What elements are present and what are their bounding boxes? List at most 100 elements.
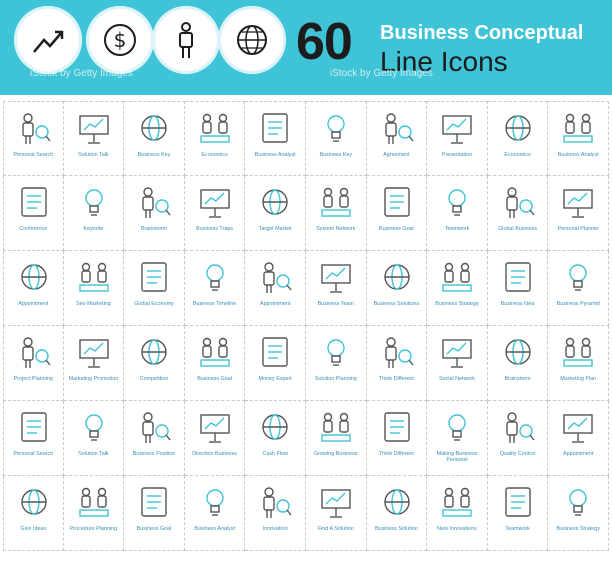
- icon-label: Business Team: [317, 301, 355, 307]
- icon-cell: Target Market: [245, 176, 306, 251]
- icon-cell: Business Pyramid: [548, 251, 609, 326]
- meeting-board-icon: [84, 414, 103, 441]
- icon-cell: Direction Business: [184, 401, 246, 476]
- icon-cell: Brainstorm: [124, 176, 185, 251]
- checklist-icon: [506, 412, 535, 443]
- icon-label: Brainstorm: [140, 226, 168, 232]
- icon-label: Solution Talk: [78, 152, 109, 158]
- id-card-icon: [563, 189, 594, 218]
- icon-cell: Conference: [3, 176, 64, 251]
- icon-label: Business Pyramid: [556, 301, 600, 307]
- title-line-1: Business Conceptual: [380, 22, 584, 44]
- icon-cell: Agreement: [366, 101, 428, 176]
- icon-label: Business Goal: [197, 376, 232, 382]
- icon-cell: Give Ideas: [3, 476, 64, 551]
- icon-cell: Teamwork: [427, 176, 488, 251]
- trophy-person-icon: [200, 337, 230, 367]
- icon-label: Appointment: [18, 301, 49, 307]
- contract-pen-icon: [384, 113, 414, 144]
- icon-label: Procedure Planning: [69, 526, 118, 532]
- megaphone-icon: [78, 339, 109, 368]
- group-idea-icon: [505, 339, 531, 365]
- icon-cell: Solution Talk: [63, 101, 125, 176]
- push-block-icon: [78, 487, 109, 517]
- icon-cell: Business Key: [124, 101, 185, 176]
- gears-person-icon: [263, 262, 292, 293]
- icon-label: Marketing Promotion: [68, 376, 119, 382]
- icon-cell: Business Strategy: [427, 251, 488, 326]
- heads-row-icon: [383, 412, 410, 442]
- icon-label: Global Economy: [134, 301, 174, 307]
- person-magnifier-icon: [22, 113, 51, 144]
- icon-label: Marketing Plan: [560, 376, 597, 382]
- hand-globe-icon: [141, 262, 167, 292]
- presentation-board-icon: [442, 115, 472, 144]
- door-exit-icon: [383, 489, 410, 515]
- icon-cell: Business Timeline: [184, 251, 246, 326]
- icon-label: Conference: [19, 226, 48, 232]
- team-growth-icon: [321, 264, 351, 293]
- icon-label: Business Traps: [196, 226, 234, 232]
- team-carry-icon: [448, 189, 466, 216]
- icon-label: Personal Search: [13, 451, 54, 457]
- circle-dollar: $: [86, 6, 154, 74]
- icon-cell: Business Analyst: [245, 101, 306, 176]
- icon-cell: Appointment: [3, 251, 64, 326]
- icon-label: Appointment: [260, 301, 291, 307]
- icon-cell: Think Different: [366, 401, 428, 476]
- icon-cell: Teamwork: [487, 476, 549, 551]
- icon-cell: Keynote: [63, 176, 125, 251]
- stairs-runner-icon: [563, 113, 594, 143]
- icon-cell: Making Business Personal: [427, 401, 488, 476]
- icon-label: System Network: [316, 226, 356, 232]
- icon-cell: Money Expert: [245, 326, 306, 401]
- icon-count: 60: [296, 13, 353, 71]
- org-chart-icon: [563, 414, 594, 443]
- icon-cell: Growing Business: [306, 401, 367, 476]
- watermark: iStock by Getty Images: [30, 68, 133, 79]
- icon-cell: Project Planning: [3, 326, 64, 401]
- person-dollar-icon: [505, 115, 531, 141]
- icon-cell: Business Idea: [487, 251, 549, 326]
- icon-label: Keynote: [83, 226, 104, 232]
- icon-label: Cash Flow: [262, 451, 288, 457]
- hand-pyramid-icon: [569, 264, 588, 291]
- head-puzzle-icon: [505, 262, 531, 292]
- icon-label: Competition: [139, 376, 169, 382]
- icon-cell: Global Business: [487, 176, 549, 251]
- icon-cell: Personal Search: [3, 101, 64, 176]
- circle-growth-chart: [14, 6, 82, 74]
- brainstorm-heads-icon: [142, 187, 171, 218]
- icon-cell: Marketing Plan: [548, 326, 609, 401]
- header-banner: $ 60 Business Conceptual Line Icons iSto…: [0, 0, 612, 95]
- icon-grid: Personal Search Solution Talk Business Key…: [3, 101, 609, 561]
- icon-label: Business Analyst: [194, 526, 235, 532]
- circle-person: [152, 6, 220, 74]
- dollar-icon: $: [104, 24, 136, 56]
- icon-label: Solution Planning: [314, 376, 357, 382]
- icon-label: Solution Talk: [78, 451, 109, 457]
- globe-arrows-icon: [506, 187, 535, 218]
- trophy-icon: [141, 487, 167, 517]
- person-flag-icon: [383, 187, 410, 217]
- icon-label: Project Planning: [13, 376, 53, 382]
- icon-label: Growing Business: [314, 451, 358, 457]
- icon-cell: Economics: [184, 101, 246, 176]
- icon-label: Business Goal: [136, 526, 172, 532]
- chart-board-icon: [22, 337, 51, 368]
- icon-cell: Find A Solution: [306, 476, 367, 551]
- target-icon: [262, 189, 289, 215]
- icon-label: Teamwork: [444, 226, 470, 232]
- icon-cell: Solution Talk: [63, 401, 125, 476]
- icon-cell: Business Position: [124, 401, 185, 476]
- person-gift-icon: [21, 489, 47, 515]
- person-talk-icon: [78, 115, 109, 144]
- icon-cell: Appointment: [548, 401, 609, 476]
- icon-label: Personal Search: [13, 152, 54, 158]
- svg-text:$: $: [114, 28, 127, 52]
- icon-label: Business Timeline: [192, 301, 237, 307]
- keynote-screen-icon: [84, 189, 103, 216]
- icon-cell: Business Goal: [184, 326, 246, 401]
- icon-cell: Marketing Promotion: [63, 326, 125, 401]
- icon-cell: Business Solutions: [366, 251, 428, 326]
